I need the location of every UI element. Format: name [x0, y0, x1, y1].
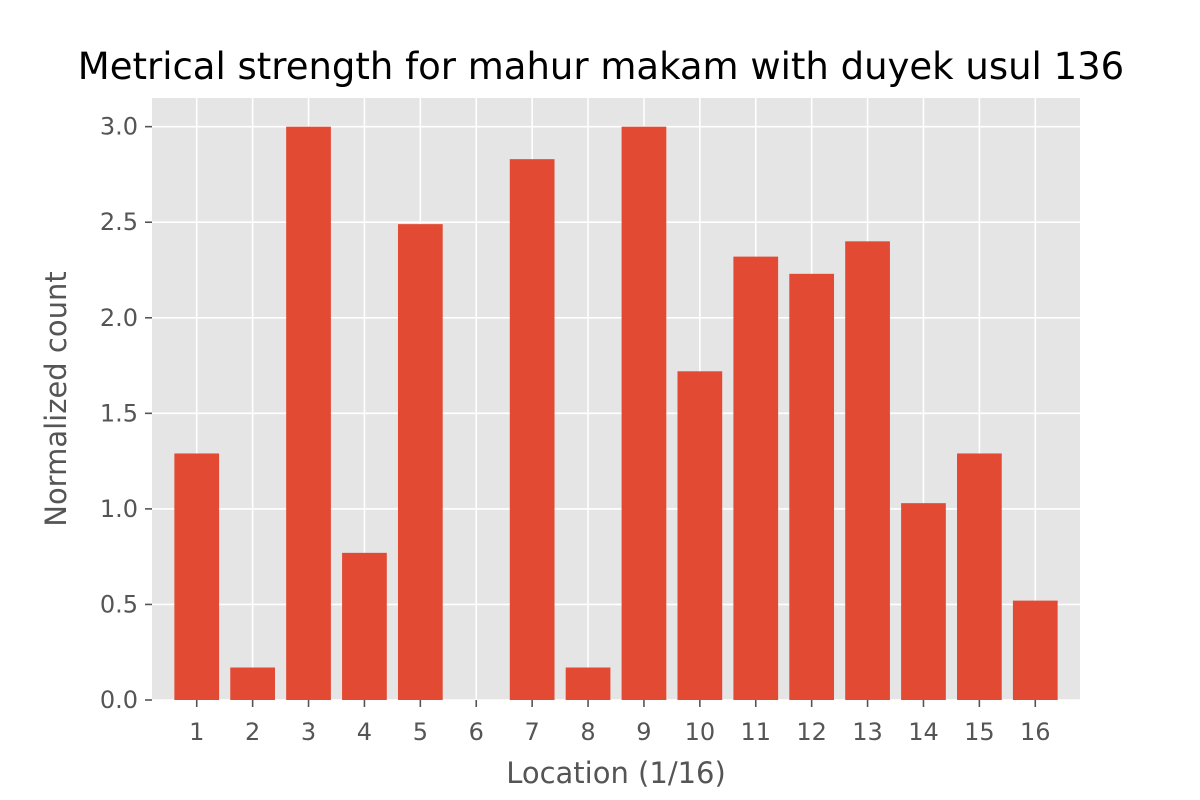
y-tick-label: 0.5: [100, 590, 138, 618]
bar-7: [509, 159, 555, 701]
x-tick-label: 9: [636, 718, 651, 746]
y-tick-label: 3.0: [100, 113, 138, 141]
bar-3: [286, 126, 331, 700]
bars: [174, 126, 1058, 701]
bar-15: [957, 453, 1002, 700]
bar-14: [901, 503, 946, 700]
y-axis-label: Normalized count: [39, 271, 73, 527]
x-tick-label: 6: [469, 718, 484, 746]
chart-title: Metrical strength for mahur makam with d…: [78, 45, 1124, 88]
x-tick-label: 5: [413, 718, 428, 746]
bar-2: [230, 667, 275, 700]
bar-10: [677, 371, 723, 700]
bar-13: [845, 241, 890, 701]
x-tick-label: 8: [580, 718, 595, 746]
bar-12: [789, 273, 835, 700]
bar-5: [397, 224, 443, 700]
bar-9: [621, 126, 667, 700]
x-tick-label: 11: [740, 718, 771, 746]
bar-8: [565, 667, 611, 700]
x-tick-label: 7: [525, 718, 540, 746]
y-tick-label: 1.0: [100, 495, 138, 523]
x-tick-label: 10: [685, 718, 716, 746]
x-tick-label: 2: [245, 718, 260, 746]
y-tick-label: 2.5: [100, 208, 138, 236]
x-tick-label: 16: [1020, 718, 1051, 746]
y-tick-label: 1.5: [100, 399, 138, 427]
x-tick-label: 3: [301, 718, 316, 746]
x-tick-label: 14: [908, 718, 939, 746]
y-tick-label: 2.0: [100, 304, 138, 332]
y-tick-label: 0.0: [100, 686, 138, 714]
y-axis-ticks: 0.0 0.5 1.0 1.5 2.0 2.5 3.0: [100, 113, 152, 714]
x-tick-label: 15: [964, 718, 995, 746]
x-tick-label: 12: [796, 718, 827, 746]
x-tick-label: 4: [357, 718, 372, 746]
bar-1: [174, 453, 220, 700]
x-tick-label: 1: [189, 718, 204, 746]
x-tick-label: 13: [852, 718, 883, 746]
bar-16: [1012, 600, 1058, 700]
bar-11: [733, 256, 779, 700]
x-axis-label: Location (1/16): [506, 756, 726, 790]
bar-4: [342, 552, 387, 700]
x-axis-ticks: 1 2 3 4 5 6 7 8 9 10 11 12 13 14 15 16: [189, 700, 1051, 746]
